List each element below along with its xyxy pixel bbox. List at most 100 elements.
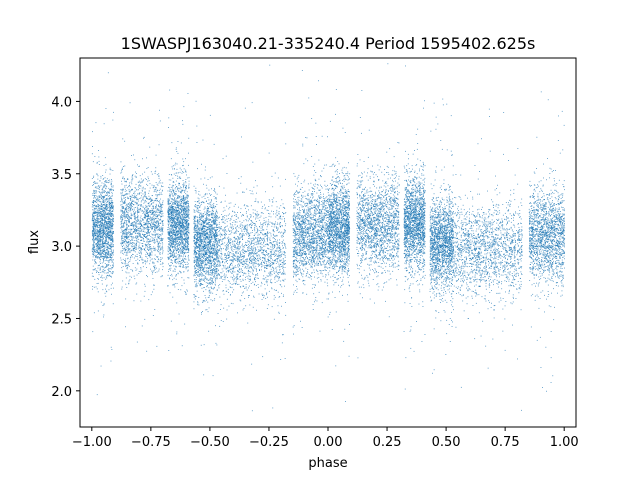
data-point	[106, 257, 108, 259]
data-point	[167, 221, 169, 223]
data-point	[100, 232, 101, 234]
data-point	[154, 254, 156, 256]
data-point	[174, 164, 176, 166]
data-point	[147, 207, 149, 209]
data-point	[108, 257, 110, 258]
data-point	[145, 212, 147, 214]
data-point	[94, 228, 96, 230]
data-point	[172, 251, 174, 253]
data-point	[112, 119, 114, 121]
data-point	[106, 253, 108, 255]
data-point	[175, 207, 177, 209]
data-point	[183, 195, 184, 197]
data-point	[145, 245, 147, 247]
data-point	[112, 271, 114, 272]
data-point	[179, 243, 181, 245]
data-point	[155, 224, 157, 226]
data-point	[171, 245, 173, 247]
data-point	[129, 235, 131, 237]
data-point	[105, 187, 107, 189]
data-point	[170, 320, 172, 322]
data-point	[133, 215, 135, 217]
data-point	[110, 188, 112, 190]
data-point	[136, 226, 137, 228]
data-point	[126, 214, 128, 216]
data-point	[168, 248, 170, 250]
data-point	[171, 142, 173, 144]
data-point	[132, 188, 133, 190]
data-point	[125, 298, 127, 300]
data-point	[141, 189, 143, 191]
data-point	[130, 207, 132, 209]
data-point	[168, 236, 170, 238]
data-point	[92, 211, 94, 213]
data-point	[187, 241, 189, 243]
data-point	[152, 272, 154, 273]
data-point	[99, 180, 101, 182]
data-point	[176, 216, 178, 218]
data-point	[94, 226, 96, 228]
data-point	[109, 195, 110, 197]
data-point	[148, 254, 150, 256]
data-point	[169, 184, 171, 186]
data-point	[103, 210, 105, 212]
data-point	[109, 221, 110, 222]
data-point	[131, 202, 133, 204]
data-point	[175, 240, 177, 242]
data-point	[140, 240, 141, 241]
data-point	[125, 208, 127, 210]
data-point	[93, 184, 94, 185]
data-point	[102, 207, 104, 209]
data-point	[139, 209, 140, 211]
data-point	[125, 194, 127, 196]
data-point	[156, 256, 158, 257]
data-point	[104, 204, 106, 206]
data-point	[168, 210, 169, 212]
data-point	[126, 205, 128, 207]
data-point	[158, 218, 159, 220]
data-point	[173, 211, 174, 213]
data-point	[93, 243, 95, 245]
data-point	[127, 252, 129, 254]
data-point	[150, 199, 152, 201]
data-point	[183, 248, 185, 249]
data-point	[105, 227, 107, 229]
data-point	[174, 258, 176, 260]
data-point	[112, 246, 114, 248]
data-point	[154, 241, 156, 243]
data-point	[151, 195, 153, 197]
data-point	[125, 283, 127, 285]
data-point	[137, 211, 139, 212]
data-point	[159, 120, 161, 122]
data-point	[97, 249, 99, 251]
data-point	[110, 203, 112, 205]
data-point	[94, 269, 96, 270]
data-point	[172, 206, 174, 208]
data-point	[108, 244, 110, 246]
data-point	[185, 181, 187, 182]
data-point	[139, 255, 141, 256]
data-point	[170, 234, 172, 236]
data-point	[183, 224, 184, 226]
data-point	[160, 210, 162, 212]
data-point	[180, 228, 182, 230]
data-point	[94, 156, 96, 157]
data-point	[186, 225, 187, 227]
data-point	[172, 242, 174, 244]
data-point	[105, 240, 107, 241]
data-point	[93, 245, 94, 247]
data-point	[175, 200, 177, 202]
data-point	[148, 214, 150, 216]
data-point	[108, 216, 109, 218]
data-point	[142, 233, 143, 235]
data-point	[104, 220, 106, 222]
data-point	[168, 350, 170, 351]
data-point	[102, 219, 104, 221]
data-point	[144, 196, 146, 198]
data-point	[150, 240, 151, 242]
data-point	[101, 222, 103, 224]
data-point	[183, 249, 184, 251]
data-point	[157, 209, 159, 211]
data-point	[109, 259, 111, 261]
